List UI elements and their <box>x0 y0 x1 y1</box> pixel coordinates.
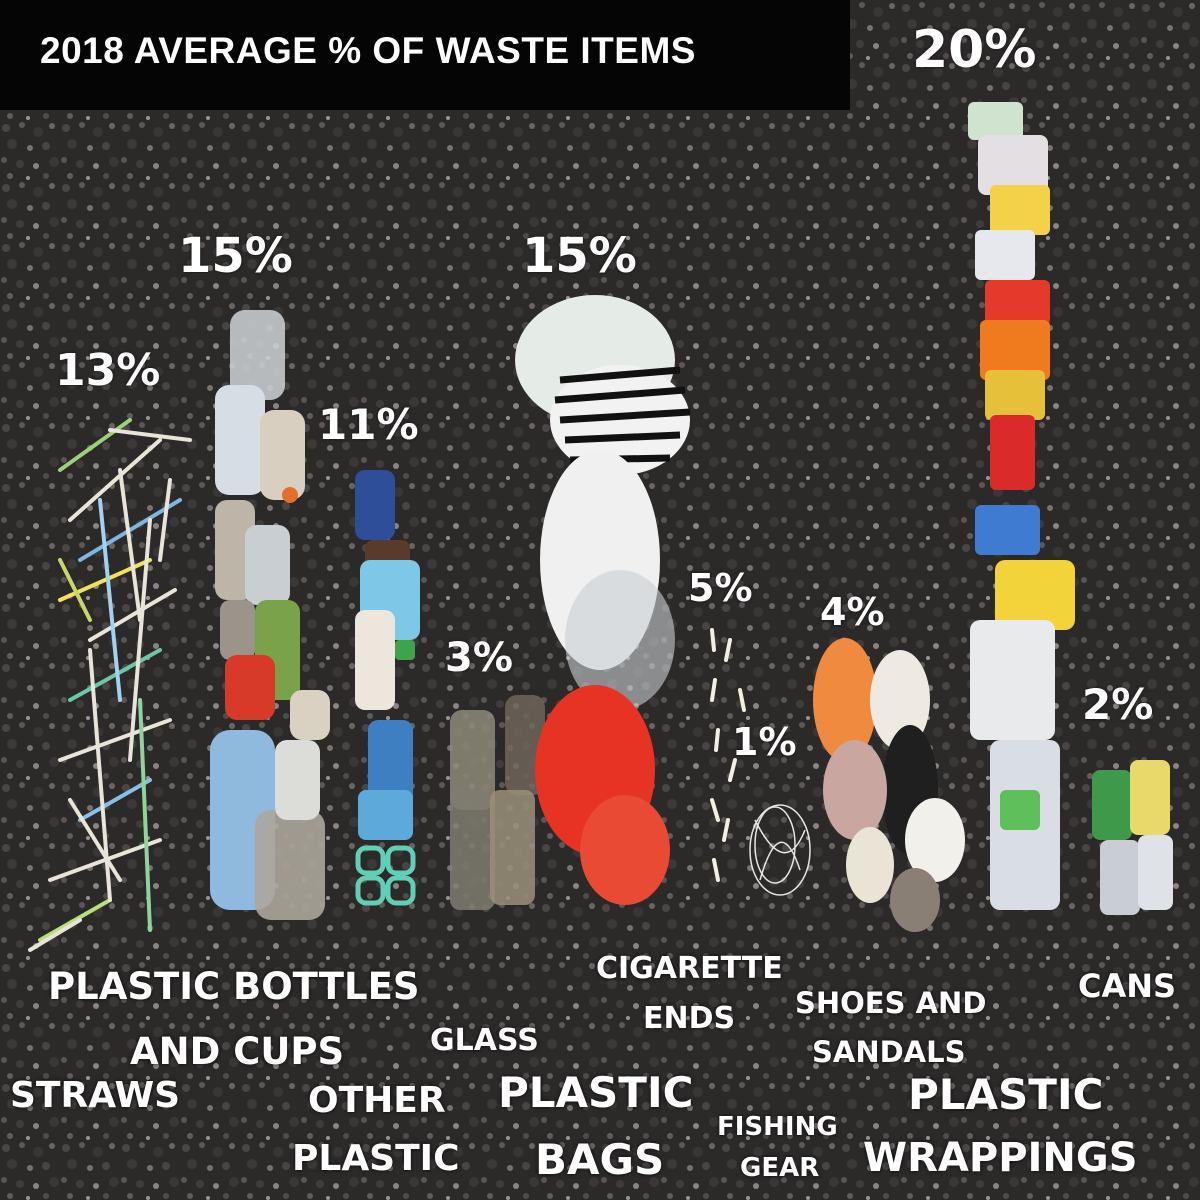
percent-bottles: 15% <box>178 228 293 284</box>
label-bags-line1: PLASTIC <box>498 1068 694 1117</box>
percent-glass: 3% <box>445 635 513 681</box>
label-other-plastic-line1: OTHER <box>308 1080 446 1121</box>
label-straws: STRAWS <box>10 1075 181 1116</box>
percent-cans: 2% <box>1082 680 1154 729</box>
label-wrappings-line2: WRAPPINGS <box>863 1135 1138 1181</box>
label-shoes-line1: SHOES AND <box>795 986 987 1020</box>
label-cans: CANS <box>1078 967 1177 1005</box>
fishing-gear-pile <box>749 804 811 896</box>
label-other-plastic-line2: PLASTIC <box>292 1138 460 1179</box>
label-cigarette-line2: ENDS <box>643 1001 736 1036</box>
bottles-pile <box>210 310 330 920</box>
percent-straws: 13% <box>55 345 161 396</box>
label-bags-line2: BAGS <box>535 1135 665 1184</box>
label-glass: GLASS <box>430 1023 539 1058</box>
bags-pile <box>515 295 691 905</box>
percent-wrappings: 20% <box>912 20 1037 80</box>
label-shoes-line2: SANDALS <box>812 1035 966 1069</box>
percent-bags: 15% <box>522 228 637 284</box>
percent-fishing: 1% <box>732 720 797 764</box>
label-bottles-line1: PLASTIC BOTTLES <box>48 965 420 1008</box>
label-fishing-line2: GEAR <box>740 1153 820 1183</box>
percent-cigarette: 5% <box>688 566 753 610</box>
wrappings-pile <box>968 102 1075 910</box>
cigarette-pile <box>710 628 746 882</box>
label-bottles-line2: AND CUPS <box>130 1030 345 1073</box>
other-plastic-pile <box>355 470 420 906</box>
label-fishing-line1: FISHING <box>717 1112 838 1142</box>
shoes-pile <box>813 638 965 932</box>
percent-shoes: 4% <box>820 590 885 634</box>
label-wrappings-line1: PLASTIC <box>908 1070 1104 1119</box>
percent-other-plastic: 11% <box>318 400 419 449</box>
title-bar: 2018 AVERAGE % OF WASTE ITEMS <box>0 0 850 110</box>
cans-pile <box>1092 760 1173 915</box>
page-title: 2018 AVERAGE % OF WASTE ITEMS <box>40 30 696 71</box>
straws-pile <box>28 418 192 952</box>
label-cigarette-line1: CIGARETTE <box>596 951 783 986</box>
